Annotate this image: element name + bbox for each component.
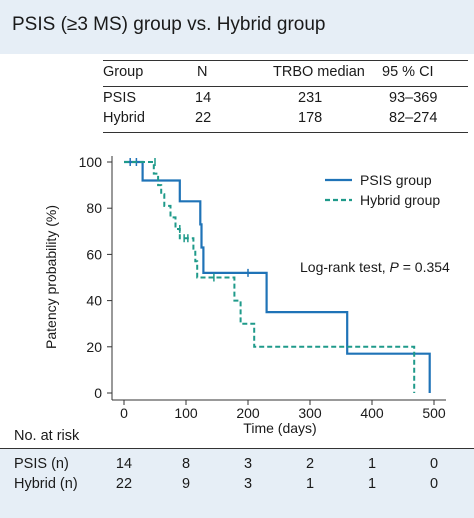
risk-table-band <box>0 448 474 518</box>
table-cell: PSIS <box>103 90 137 106</box>
table-cell: 82–274 <box>389 110 438 126</box>
y-tick-label: 40 <box>86 293 102 309</box>
risk-top-rule <box>0 448 474 449</box>
legend-label: PSIS group <box>360 172 432 188</box>
risk-table-title: No. at risk <box>14 428 80 444</box>
risk-count: 22 <box>115 476 133 492</box>
table-cell: 93–369 <box>389 90 438 106</box>
risk-count: 0 <box>429 456 439 472</box>
header-band: PSIS (≥3 MS) group vs. Hybrid group <box>0 0 474 54</box>
legend-label: Hybrid group <box>360 192 440 208</box>
x-tick-label: 100 <box>174 405 198 421</box>
risk-row-label: PSIS (n) <box>14 456 69 472</box>
table-header-ci: 95 % CI <box>382 64 434 80</box>
table-top-rule <box>103 60 468 61</box>
risk-count: 1 <box>305 476 315 492</box>
chart-axes: 0 20 40 60 80 100 0 100 200 300 400 500 <box>79 154 446 421</box>
table-mid-rule <box>103 86 468 87</box>
survival-curves <box>124 158 431 393</box>
table-cell: Hybrid <box>103 110 145 126</box>
chart-legend: PSIS group Hybrid group <box>325 172 440 208</box>
risk-count: 1 <box>367 476 377 492</box>
kaplan-meier-chart: 0 20 40 60 80 100 0 100 200 300 400 500 PSIS group H… <box>43 154 450 436</box>
x-tick-label: 0 <box>120 405 128 421</box>
table-cell: 178 <box>298 110 323 126</box>
x-tick-label: 500 <box>422 405 446 421</box>
y-tick-label: 100 <box>79 154 103 170</box>
table-header-group: Group <box>103 64 144 80</box>
x-tick-label: 400 <box>360 405 384 421</box>
risk-count: 3 <box>243 456 253 472</box>
risk-count: 2 <box>305 456 315 472</box>
risk-count: 14 <box>115 456 133 472</box>
logrank-annotation: Log-rank test, P = 0.354 <box>300 259 450 275</box>
risk-count: 8 <box>181 456 191 472</box>
risk-count: 3 <box>243 476 253 492</box>
table-cell: 22 <box>195 110 212 126</box>
table-cell: 231 <box>298 90 323 106</box>
y-axis-label: Patency probability (%) <box>43 205 59 349</box>
table-header-n: N <box>197 64 208 80</box>
y-tick-label: 0 <box>94 385 102 401</box>
table-cell: 14 <box>195 90 212 106</box>
y-tick-label: 80 <box>86 200 102 216</box>
page-title: PSIS (≥3 MS) group vs. Hybrid group <box>12 14 326 35</box>
y-tick-label: 60 <box>86 246 102 262</box>
table-bottom-rule <box>103 132 468 133</box>
risk-row-label: Hybrid (n) <box>14 476 78 492</box>
risk-count: 1 <box>367 456 377 472</box>
x-tick-label: 300 <box>298 405 322 421</box>
table-header-median: TRBO median <box>273 64 365 80</box>
x-axis-label: Time (days) <box>243 420 316 436</box>
hybrid-survival-curve <box>124 161 416 393</box>
psis-survival-curve <box>124 160 431 393</box>
risk-count: 0 <box>429 476 439 492</box>
x-tick-label: 200 <box>236 405 260 421</box>
y-tick-label: 20 <box>86 339 102 355</box>
risk-count: 9 <box>181 476 191 492</box>
